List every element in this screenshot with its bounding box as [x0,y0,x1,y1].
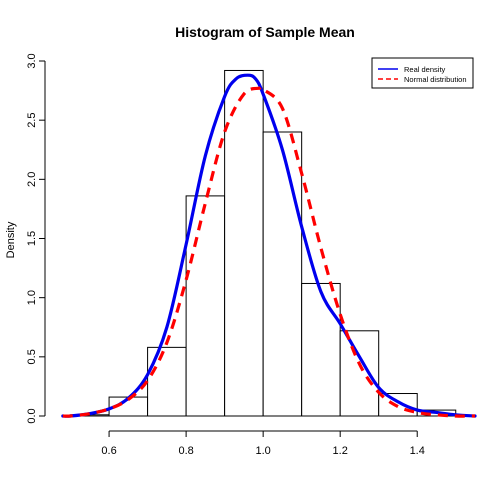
legend-label-real-density: Real density [404,65,446,74]
y-tick-label-6: 3.0 [26,53,38,68]
y-tick-label-2: 1.0 [26,290,38,305]
series-line-normal-distribution [62,85,476,418]
histogram-bars [70,69,457,417]
axes: 0.6 0.8 1.0 1.2 1.4 0.0 0.5 1.0 1.5 2.0 2.5 3.0 [26,53,425,457]
x-tick-label-4: 1.4 [410,445,425,457]
x-tick-label-2: 1.0 [255,445,270,457]
y-tick-label-1: 0.5 [26,349,38,364]
legend-box [371,57,474,89]
x-tick-label-1: 0.8 [178,445,193,457]
legend-label-normal-distribution: Normal distribution [404,75,467,84]
histogram-bar-5 [262,131,303,417]
histogram-bar-7 [339,330,380,417]
y-tick-label-4: 2.0 [26,172,38,187]
x-tick-label-0: 0.6 [101,445,116,457]
x-tick-label-3: 1.2 [333,445,348,457]
chart-title: Histogram of Sample Mean [175,24,355,40]
histogram-bar-4 [224,69,264,417]
histogram-bar-3 [185,195,226,417]
y-tick-label-0: 0.0 [26,408,38,423]
y-tick-label-5: 2.5 [26,113,38,128]
y-tick-label-3: 1.5 [26,231,38,246]
y-axis-label: Density [5,221,17,258]
legend: Real density Normal distribution [371,57,474,89]
histogram-bar-6 [301,282,341,417]
density-lines [61,73,477,418]
histogram-bar-2 [147,346,187,417]
